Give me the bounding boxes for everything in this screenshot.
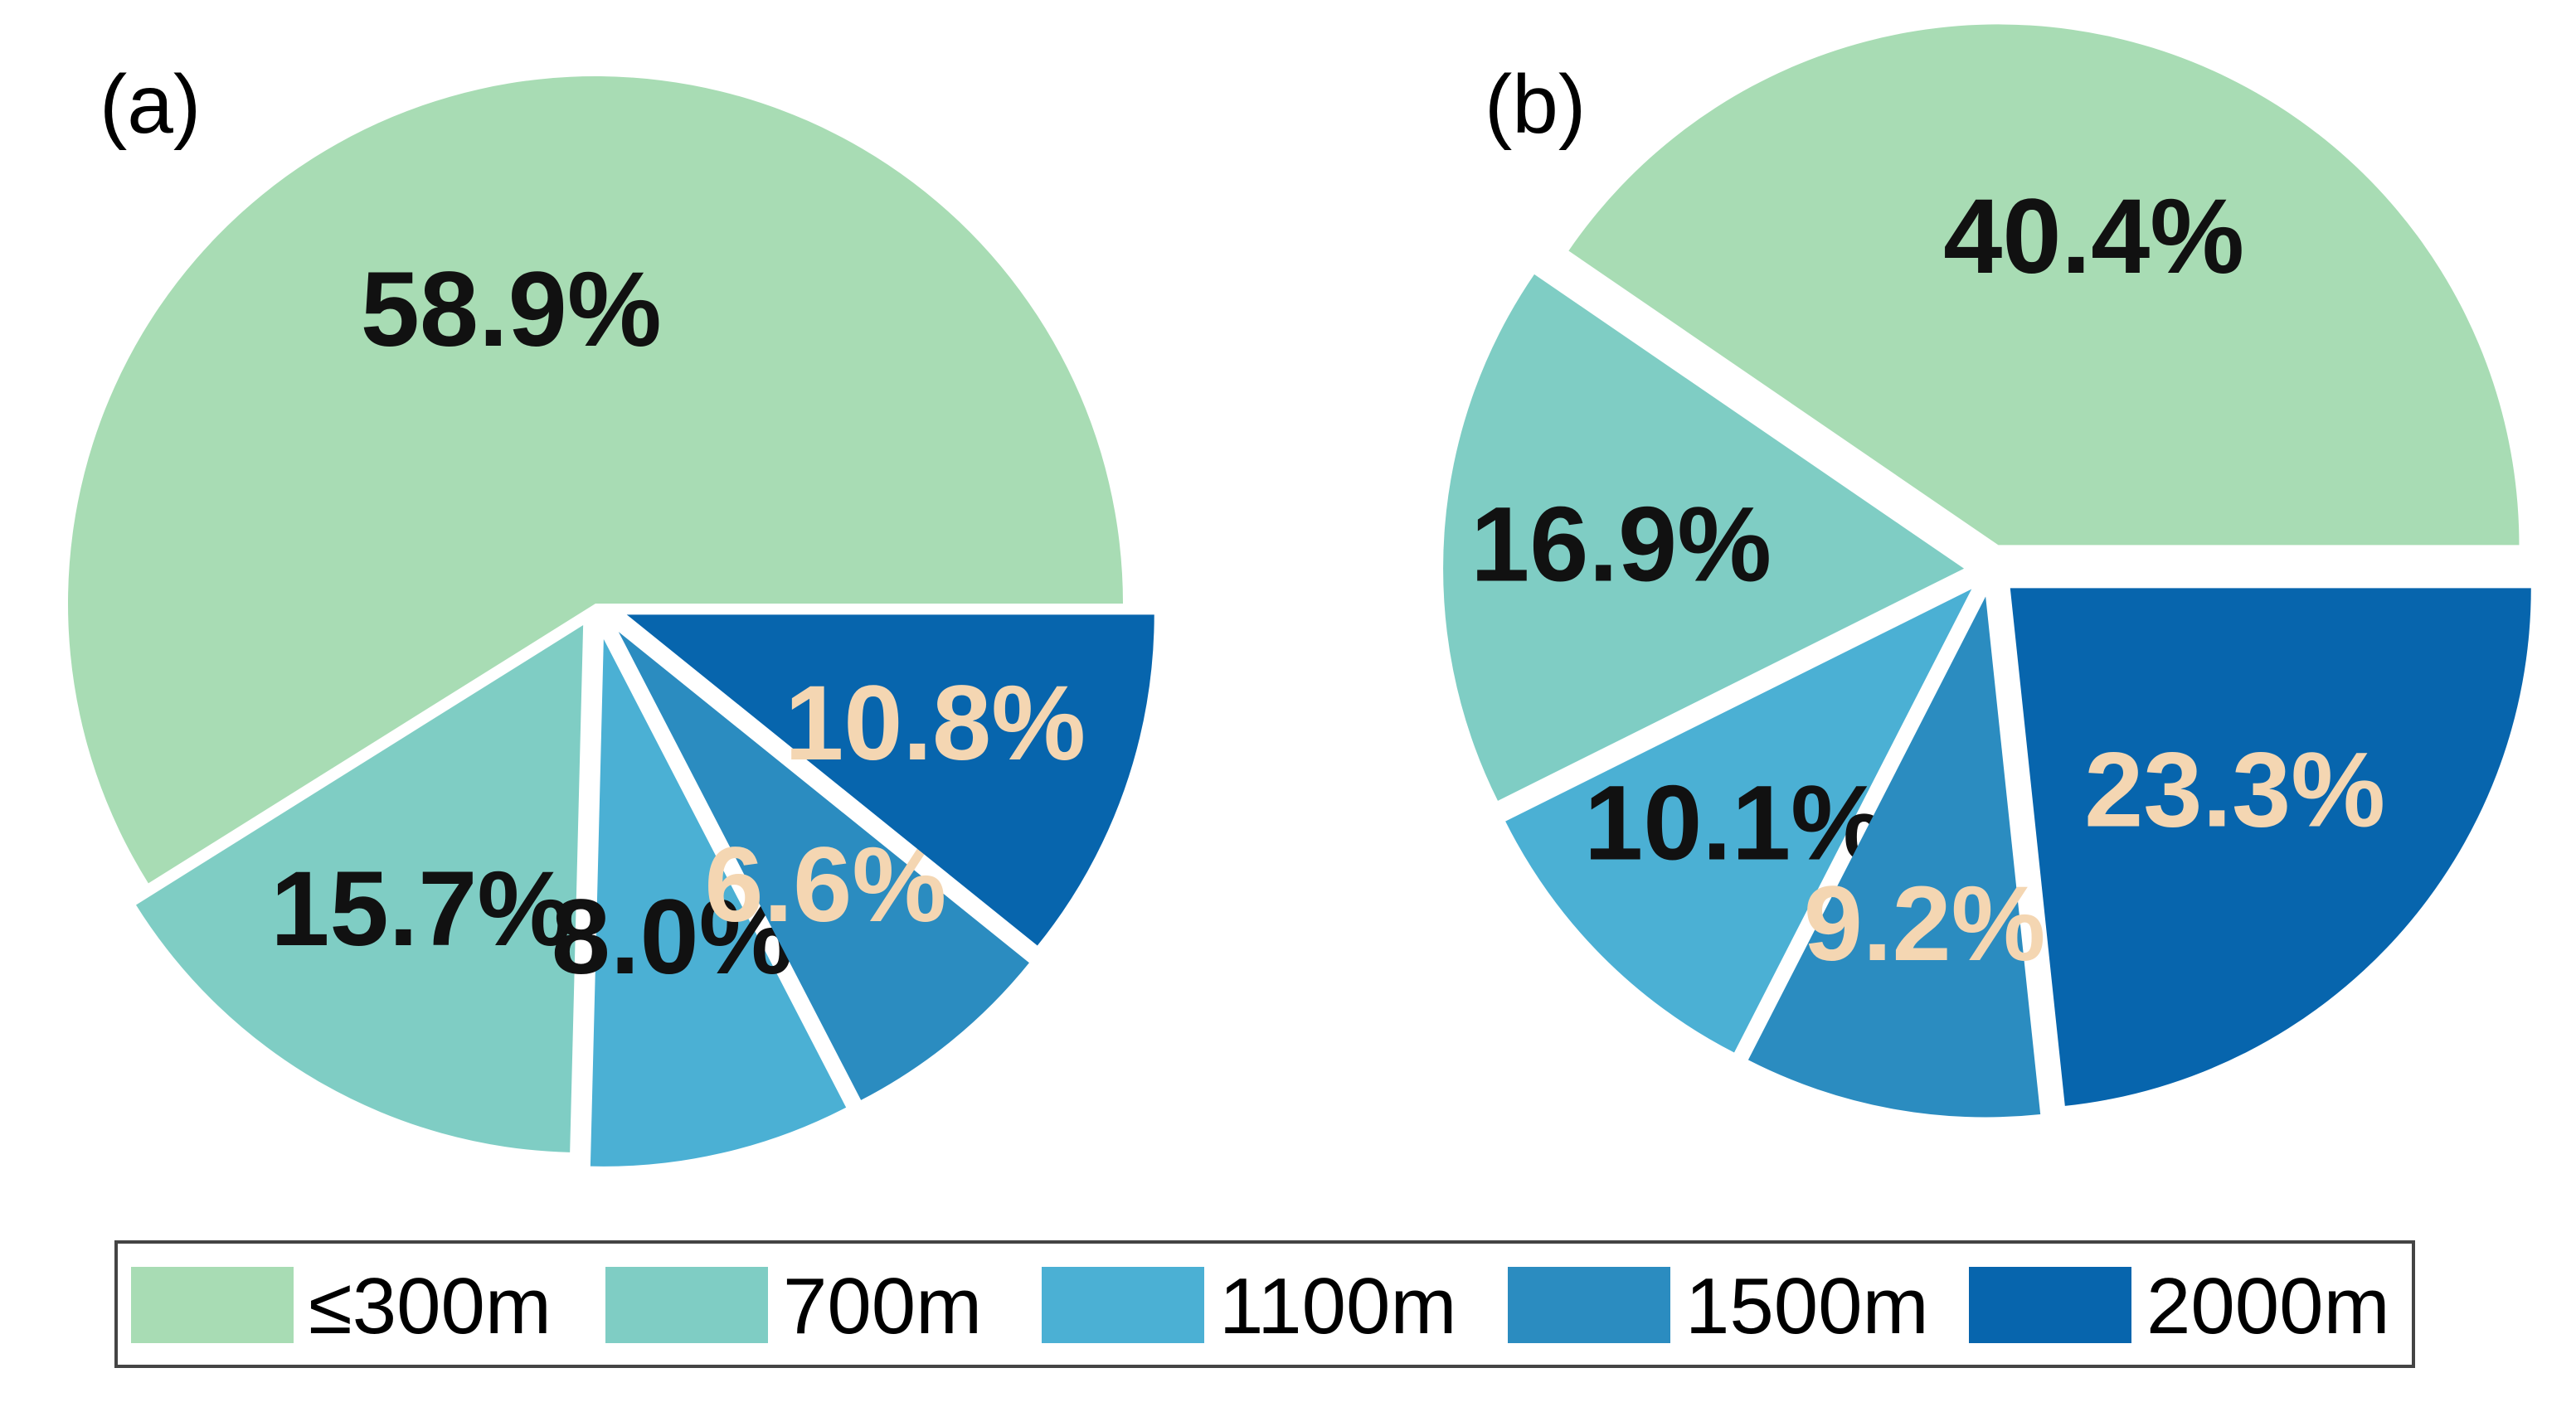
legend-swatch-1500m bbox=[1508, 1267, 1670, 1343]
pie-a-label-700m: 15.7% bbox=[270, 850, 571, 968]
pie-b-label-1500m: 9.2% bbox=[1804, 865, 2046, 983]
panel-label-b: (b) bbox=[1485, 58, 1586, 151]
pie-a-label-1100m: 8.0% bbox=[552, 878, 794, 997]
legend-label-2000m: 2000m bbox=[2146, 1262, 2390, 1351]
legend-swatch-700m bbox=[605, 1267, 768, 1343]
pie-a-slice-700m bbox=[136, 625, 584, 1152]
pie-b-slice-2000m bbox=[2010, 588, 2531, 1106]
legend-swatch-1100m bbox=[1042, 1267, 1204, 1343]
pie-b-label-300m: 40.4% bbox=[1943, 177, 2244, 296]
pie-a-label-1500m: 6.6% bbox=[704, 826, 946, 944]
pie-a-slice-1500m bbox=[618, 632, 1029, 1100]
pie-panel-a: (a) 58.9% 15.7%8.0%6.6% 10.8% bbox=[67, 58, 1154, 1167]
pie-b-slice-300m bbox=[1568, 24, 2520, 546]
pie-a-slice-300m bbox=[67, 75, 1123, 884]
legend-label-1100m: 1100m bbox=[1219, 1262, 1456, 1351]
pie-b-label-700m: 16.9% bbox=[1470, 486, 1772, 604]
pie-b-slice-1500m bbox=[1747, 596, 2041, 1118]
legend-label-300m: ≤300m bbox=[309, 1262, 552, 1351]
pie-a-label-2000m: 10.8% bbox=[785, 664, 1086, 783]
panel-label-a: (a) bbox=[100, 58, 201, 151]
legend-label-1500m: 1500m bbox=[1685, 1262, 1929, 1351]
pie-b-label-2000m: 23.3% bbox=[2084, 731, 2385, 850]
pie-b-slice-1100m bbox=[1505, 589, 1972, 1053]
pie-panel-b: (b) 40.4% 16.9% 10.1%9.2% 23.3% bbox=[1443, 24, 2531, 1118]
pie-a-label-300m: 58.9% bbox=[361, 250, 662, 369]
pie-a-slice-1100m bbox=[590, 638, 847, 1167]
legend-swatch-300m bbox=[131, 1267, 294, 1343]
legend-swatch-2000m bbox=[1969, 1267, 2131, 1343]
pie-a-slice-2000m bbox=[626, 614, 1154, 946]
legend-label-700m: 700m bbox=[783, 1262, 982, 1351]
pie-b-slice-700m bbox=[1443, 274, 1965, 801]
pie-b-label-1100m: 10.1% bbox=[1584, 764, 1885, 883]
legend: ≤300m 700m 1100m 1500m 2000m bbox=[114, 1240, 2415, 1368]
